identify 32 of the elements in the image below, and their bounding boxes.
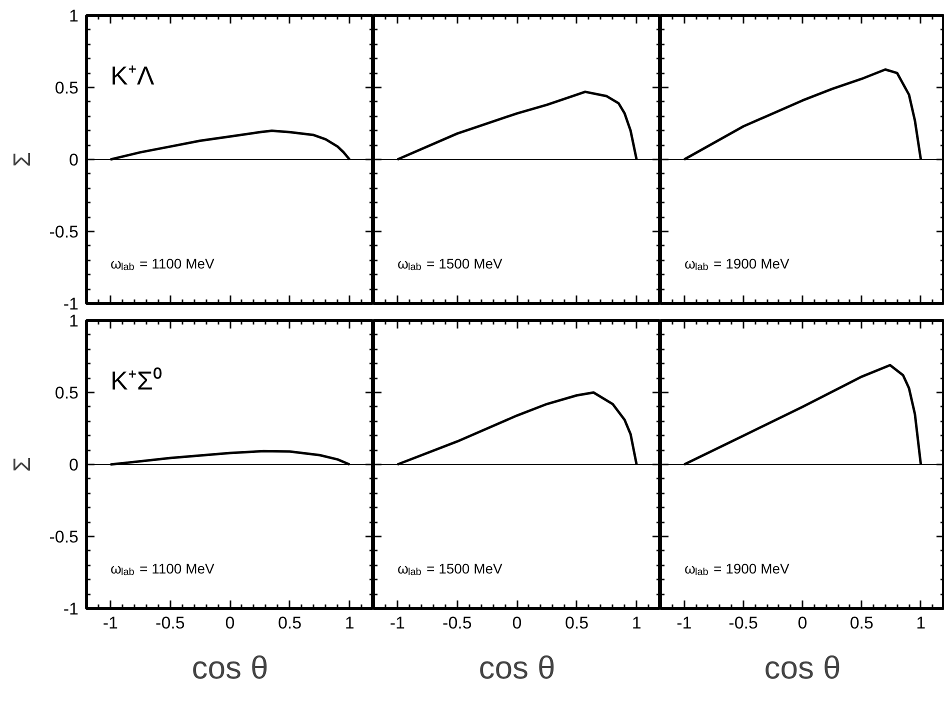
x-tick-label: 1 (344, 614, 354, 632)
x-tick-label: 1 (632, 614, 642, 632)
y-tick-label: 0 (69, 456, 79, 474)
x-tick-label: -0.5 (156, 614, 185, 632)
x-tick-label: -1 (676, 614, 692, 632)
y-tick-label: 0.5 (54, 78, 79, 98)
x-tick-label: 0 (798, 614, 808, 632)
x-tick-label: 0 (512, 614, 522, 632)
x-tick-label: 0 (225, 614, 235, 632)
x-tick-label: 0.5 (278, 614, 302, 632)
x-tick-label: 1 (916, 614, 926, 632)
x-tick-label: -1 (390, 614, 405, 632)
x-axis-title: cos θ (478, 650, 556, 686)
annotation: K⁺Σ⁰ (110, 366, 162, 396)
annotation: K⁺Λ (110, 60, 155, 90)
y-tick-label: 0.5 (54, 384, 79, 402)
x-tick-label: 0.5 (850, 614, 874, 632)
x-tick-label: -0.5 (728, 614, 758, 632)
x-tick-label: 0.5 (564, 614, 589, 632)
y-tick-label: 1 (69, 6, 79, 26)
x-tick-label: -1 (102, 614, 118, 632)
x-tick-label: -0.5 (442, 614, 472, 632)
y-tick-label: -1 (63, 294, 79, 314)
y-axis-title: Σ (9, 457, 36, 472)
x-axis-title: cos θ (192, 650, 268, 686)
y-tick-label: 1 (69, 312, 79, 330)
y-tick-label: -0.5 (49, 528, 79, 546)
y-tick-label: -1 (63, 600, 79, 618)
y-tick-label: -0.5 (49, 222, 79, 242)
y-axis-title: Σ (9, 152, 36, 167)
y-tick-label: 0 (69, 150, 79, 170)
x-axis-title: cos θ (764, 650, 841, 686)
